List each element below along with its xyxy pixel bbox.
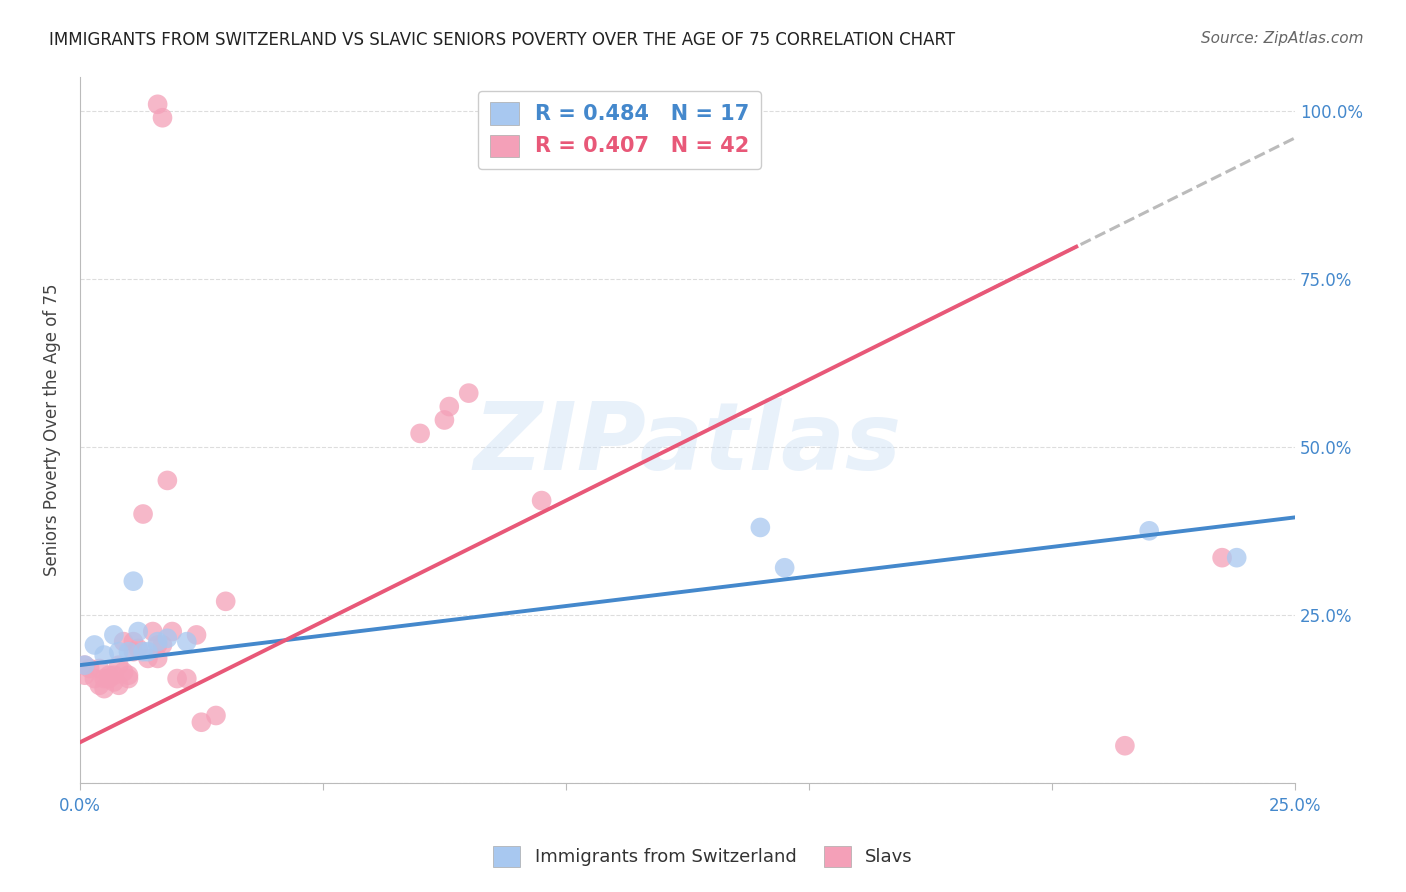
Point — [190, 715, 212, 730]
Point — [166, 672, 188, 686]
Text: ZIPatlas: ZIPatlas — [474, 398, 901, 491]
Point — [103, 628, 125, 642]
Y-axis label: Seniors Poverty Over the Age of 75: Seniors Poverty Over the Age of 75 — [44, 284, 60, 576]
Point — [146, 651, 169, 665]
Point — [73, 658, 96, 673]
Point — [439, 400, 461, 414]
Point — [749, 520, 772, 534]
Point — [122, 645, 145, 659]
Point — [103, 668, 125, 682]
Point — [83, 638, 105, 652]
Point — [1226, 550, 1249, 565]
Legend: R = 0.484   N = 17, R = 0.407   N = 42: R = 0.484 N = 17, R = 0.407 N = 42 — [478, 91, 761, 169]
Point — [132, 645, 155, 659]
Point — [156, 474, 179, 488]
Point — [176, 672, 198, 686]
Text: IMMIGRANTS FROM SWITZERLAND VS SLAVIC SENIORS POVERTY OVER THE AGE OF 75 CORRELA: IMMIGRANTS FROM SWITZERLAND VS SLAVIC SE… — [49, 31, 955, 49]
Point — [136, 645, 159, 659]
Point — [98, 672, 121, 686]
Point — [122, 634, 145, 648]
Point — [107, 645, 129, 659]
Point — [160, 624, 183, 639]
Point — [136, 651, 159, 665]
Point — [773, 560, 796, 574]
Point — [93, 672, 115, 686]
Point — [176, 634, 198, 648]
Point — [127, 624, 149, 639]
Point — [127, 641, 149, 656]
Point — [215, 594, 238, 608]
Point — [112, 665, 135, 679]
Point — [98, 668, 121, 682]
Point — [93, 681, 115, 696]
Point — [1137, 524, 1160, 538]
Point — [73, 658, 96, 673]
Point — [530, 493, 553, 508]
Point — [117, 645, 139, 659]
Point — [156, 632, 179, 646]
Point — [205, 708, 228, 723]
Point — [89, 661, 111, 675]
Text: Source: ZipAtlas.com: Source: ZipAtlas.com — [1201, 31, 1364, 46]
Point — [1114, 739, 1136, 753]
Point — [103, 674, 125, 689]
Point — [409, 426, 432, 441]
Point — [146, 638, 169, 652]
Point — [152, 111, 174, 125]
Point — [112, 634, 135, 648]
Point — [186, 628, 208, 642]
Point — [142, 624, 165, 639]
Point — [1211, 550, 1233, 565]
Point — [117, 668, 139, 682]
Point — [79, 661, 101, 675]
Point — [132, 507, 155, 521]
Legend: Immigrants from Switzerland, Slavs: Immigrants from Switzerland, Slavs — [486, 838, 920, 874]
Point — [93, 648, 115, 662]
Point — [122, 574, 145, 589]
Point — [107, 678, 129, 692]
Point — [73, 668, 96, 682]
Point — [152, 638, 174, 652]
Point — [107, 658, 129, 673]
Point — [146, 97, 169, 112]
Point — [89, 678, 111, 692]
Point — [457, 386, 479, 401]
Point — [117, 672, 139, 686]
Point — [433, 413, 456, 427]
Point — [146, 634, 169, 648]
Point — [83, 672, 105, 686]
